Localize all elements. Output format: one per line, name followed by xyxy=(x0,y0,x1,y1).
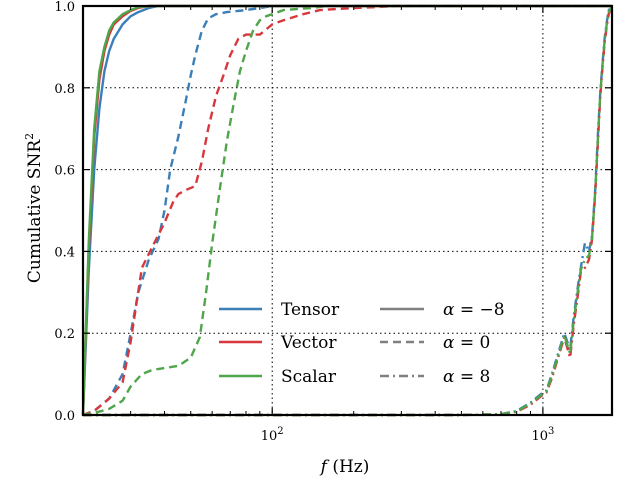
legend-alpha-prefix: α = xyxy=(443,333,480,353)
series-scalar-dashdot xyxy=(83,5,614,417)
series-tensor-dashed xyxy=(82,4,612,417)
legend-alpha-value: 0 xyxy=(480,333,491,353)
x-tick-exp: 2 xyxy=(277,426,283,437)
legend-alpha-prefix: α = xyxy=(443,300,480,320)
x-tick-label: 102 xyxy=(261,426,284,444)
x-axis-title: f (Hz) xyxy=(319,457,370,477)
legend-label-alpha-2: α = 8 xyxy=(443,367,490,387)
x-tick-base: 10 xyxy=(531,429,548,444)
legend-label-vector: Vector xyxy=(280,333,337,353)
legend-label-scalar: Scalar xyxy=(281,367,337,387)
legend-label-alpha-0: α = −8 xyxy=(443,300,505,320)
y-tick-label: 0.6 xyxy=(54,164,75,179)
y-axis-sup: 2 xyxy=(23,133,36,140)
series-vector-dashdot xyxy=(83,5,614,417)
y-tick-label: 0.2 xyxy=(54,327,75,342)
grid xyxy=(83,6,612,415)
series-tensor-solid xyxy=(81,4,612,416)
y-tick-label: 0.4 xyxy=(54,245,75,260)
y-tick-label: 0.8 xyxy=(54,82,75,97)
x-tick-exp: 3 xyxy=(548,426,554,437)
legend-alpha-value: 8 xyxy=(480,367,491,387)
series-lines xyxy=(81,4,614,417)
plot-frame xyxy=(81,4,614,417)
y-tick-label: 1.0 xyxy=(54,0,75,15)
y-tick-label: 0.0 xyxy=(54,409,75,424)
series-vector-solid xyxy=(81,4,612,416)
x-tick-label: 103 xyxy=(531,426,554,444)
series-tensor-dashdot xyxy=(83,5,613,417)
x-axis-var: f xyxy=(319,457,330,477)
legend-label-tensor: Tensor xyxy=(281,300,340,320)
legend-label-alpha-1: α = 0 xyxy=(443,333,490,353)
y-axis-title: Cumulative SNR2 xyxy=(23,133,45,283)
legend-alpha-prefix: α = xyxy=(443,367,480,387)
y-axis-main: Cumulative SNR xyxy=(25,139,45,283)
x-tick-base: 10 xyxy=(261,429,278,444)
series-scalar-dashed xyxy=(82,4,612,417)
legend-alpha-value: −8 xyxy=(480,300,505,320)
x-axis-unit: (Hz) xyxy=(332,457,369,477)
series-vector-dashed xyxy=(82,4,612,417)
series-scalar-solid xyxy=(81,4,612,416)
